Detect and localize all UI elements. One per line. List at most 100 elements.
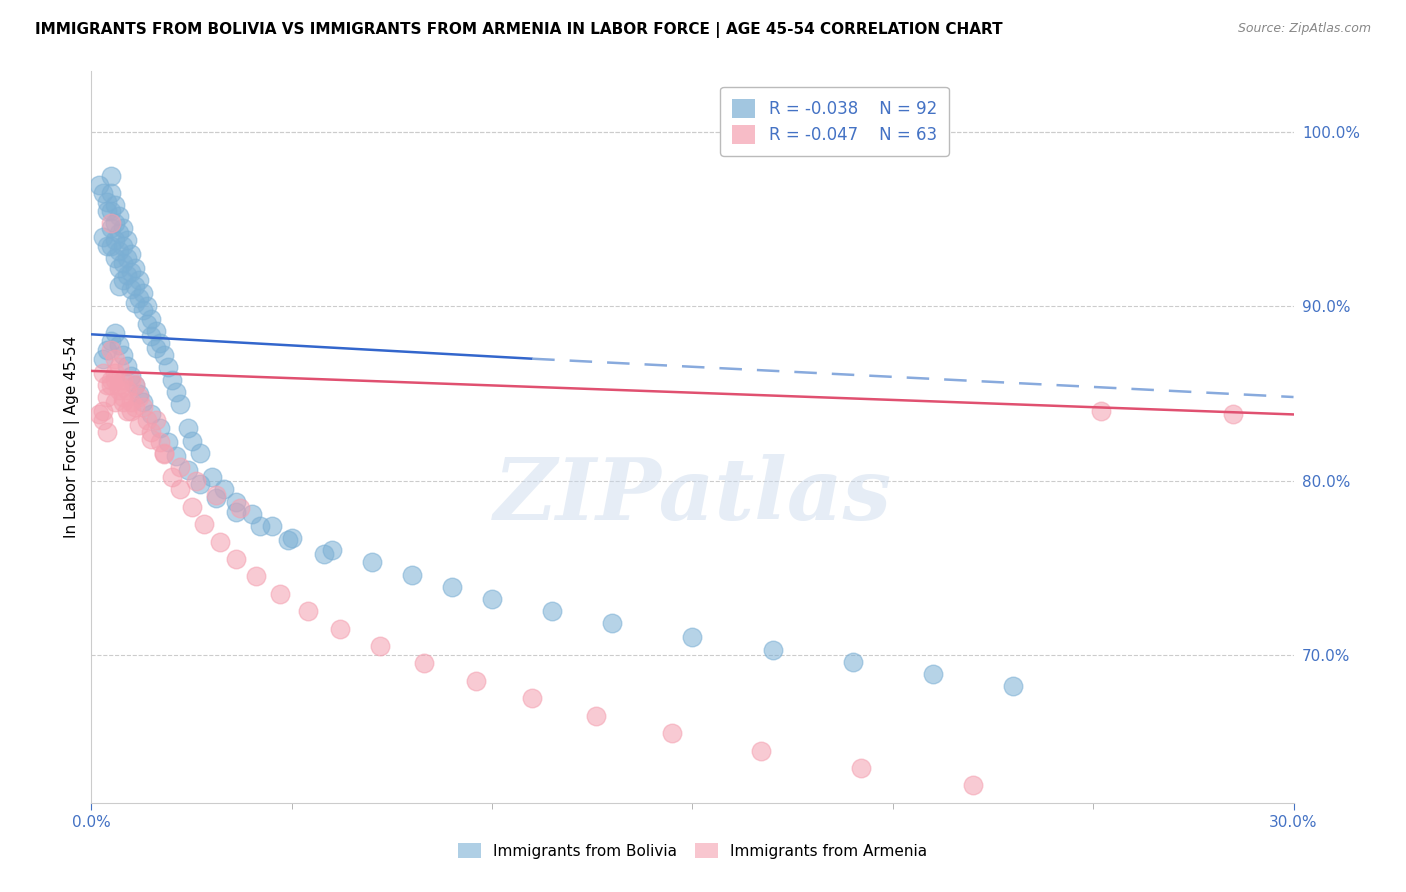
Point	[165, 384, 187, 399]
Point	[117, 268, 139, 282]
Point	[1001, 679, 1024, 693]
Point	[128, 273, 150, 287]
Point	[145, 412, 167, 426]
Point	[156, 435, 179, 450]
Point	[128, 291, 150, 305]
Point	[108, 261, 131, 276]
Point	[201, 470, 224, 484]
Point	[160, 470, 183, 484]
Point	[245, 569, 267, 583]
Point	[368, 639, 391, 653]
Point	[228, 501, 250, 516]
Point	[104, 326, 127, 340]
Point	[169, 459, 191, 474]
Point	[93, 404, 115, 418]
Point	[281, 531, 304, 545]
Point	[121, 373, 143, 387]
Point	[112, 348, 135, 362]
Point	[100, 186, 122, 201]
Point	[96, 194, 118, 209]
Point	[1222, 408, 1244, 422]
Point	[132, 401, 155, 415]
Point	[136, 412, 159, 426]
Text: Source: ZipAtlas.com: Source: ZipAtlas.com	[1237, 22, 1371, 36]
Point	[141, 329, 163, 343]
Point	[329, 622, 352, 636]
Point	[93, 412, 115, 426]
Point	[297, 604, 319, 618]
Point	[104, 373, 127, 387]
Point	[148, 336, 170, 351]
Point	[522, 691, 544, 706]
Y-axis label: In Labor Force | Age 45-54: In Labor Force | Age 45-54	[65, 336, 80, 538]
Point	[104, 233, 127, 247]
Point	[100, 377, 122, 392]
Point	[112, 256, 135, 270]
Point	[93, 186, 115, 201]
Point	[124, 261, 146, 276]
Point	[112, 395, 135, 409]
Point	[108, 383, 131, 397]
Point	[152, 446, 174, 460]
Point	[413, 657, 436, 671]
Point	[240, 507, 263, 521]
Point	[108, 377, 131, 392]
Point	[269, 587, 291, 601]
Point	[108, 360, 131, 375]
Point	[96, 238, 118, 252]
Point	[93, 366, 115, 380]
Point	[360, 556, 382, 570]
Point	[661, 726, 683, 740]
Point	[152, 348, 174, 362]
Text: ZIPatlas: ZIPatlas	[494, 454, 891, 537]
Point	[112, 273, 135, 287]
Point	[225, 505, 247, 519]
Point	[156, 360, 179, 375]
Point	[100, 203, 122, 218]
Point	[117, 233, 139, 247]
Point	[145, 341, 167, 355]
Point	[749, 743, 772, 757]
Point	[96, 425, 118, 439]
Point	[148, 435, 170, 450]
Point	[96, 203, 118, 218]
Point	[104, 251, 127, 265]
Point	[132, 302, 155, 317]
Point	[141, 432, 163, 446]
Point	[124, 377, 146, 392]
Point	[169, 483, 191, 497]
Point	[104, 216, 127, 230]
Point	[104, 366, 127, 380]
Point	[89, 178, 111, 192]
Point	[112, 373, 135, 387]
Point	[169, 397, 191, 411]
Point	[121, 395, 143, 409]
Point	[762, 642, 785, 657]
Point	[401, 567, 423, 582]
Point	[849, 761, 872, 775]
Point	[132, 285, 155, 300]
Point	[108, 209, 131, 223]
Point	[180, 500, 202, 514]
Point	[841, 655, 863, 669]
Point	[121, 282, 143, 296]
Point	[117, 359, 139, 373]
Point	[100, 343, 122, 357]
Point	[108, 244, 131, 258]
Point	[141, 408, 163, 422]
Point	[922, 667, 945, 681]
Point	[121, 265, 143, 279]
Point	[260, 519, 283, 533]
Point	[1090, 404, 1112, 418]
Point	[962, 778, 984, 792]
Point	[136, 317, 159, 331]
Point	[112, 238, 135, 252]
Point	[132, 395, 155, 409]
Point	[585, 708, 607, 723]
Point	[188, 477, 211, 491]
Point	[176, 463, 198, 477]
Point	[93, 351, 115, 366]
Point	[176, 421, 198, 435]
Point	[481, 592, 503, 607]
Point	[321, 543, 343, 558]
